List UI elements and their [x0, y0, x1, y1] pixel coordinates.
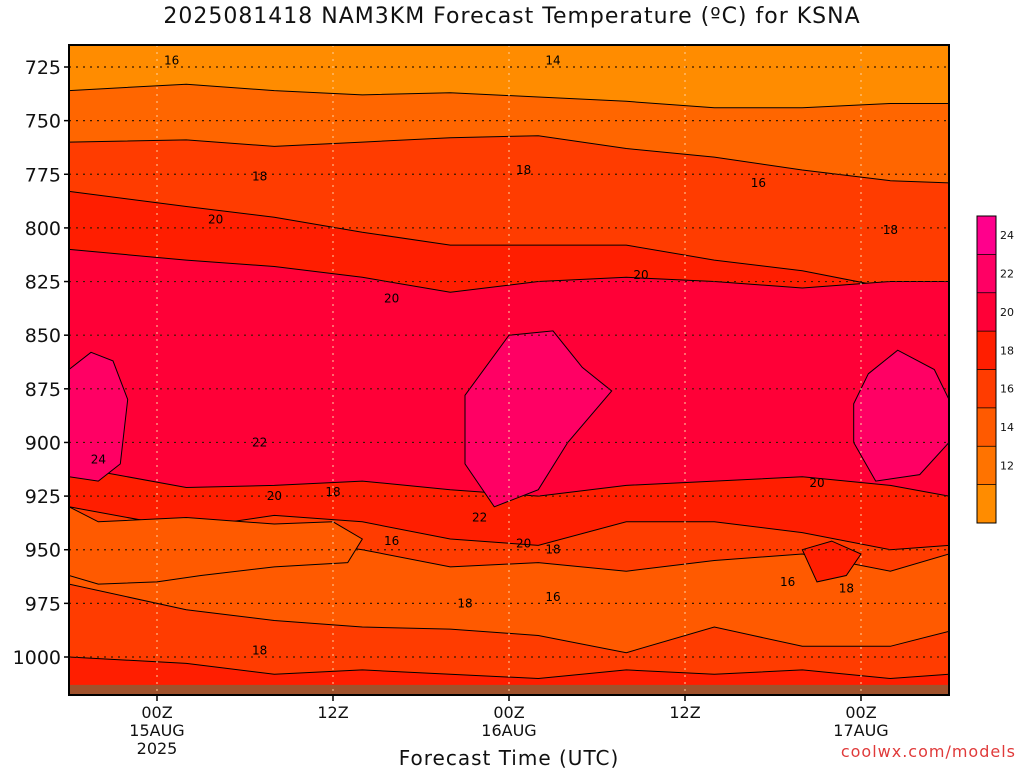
- contour-label: 20: [267, 489, 282, 503]
- contour-label: 18: [883, 223, 898, 237]
- colorbar-segment: [977, 292, 996, 332]
- y-tick-label: 1000: [13, 647, 61, 669]
- contour-label: 18: [516, 163, 531, 177]
- contour-label: 18: [839, 581, 854, 595]
- colorbar-segment: [977, 446, 996, 485]
- contour-label: 20: [384, 292, 399, 306]
- y-tick-label: 975: [25, 593, 61, 615]
- y-tick-label: 875: [25, 379, 61, 401]
- contour-label: 16: [780, 575, 795, 589]
- x-tick-year-label: 2025: [137, 739, 178, 758]
- y-tick-label: 725: [25, 57, 61, 79]
- contour-label: 14: [545, 54, 560, 68]
- contour-label: 18: [252, 644, 267, 658]
- contour-label: 16: [751, 176, 766, 190]
- y-tick-label: 825: [25, 272, 61, 294]
- x-tick-label: 12Z: [317, 703, 348, 722]
- temperature-band: [69, 584, 949, 695]
- contour-label: 20: [208, 212, 223, 226]
- contour-label: 22: [252, 435, 267, 449]
- colorbar-segment: [977, 484, 996, 523]
- colorbar-label: 12: [1000, 459, 1014, 472]
- chart-title: 2025081418 NAM3KM Forecast Temperature (…: [163, 4, 861, 29]
- contour-line: [69, 135, 949, 184]
- x-tick-label: 12Z: [669, 703, 700, 722]
- x-tick-label: 00Z: [845, 703, 876, 722]
- x-tick-label: 00Z: [141, 703, 172, 722]
- contour-label: 16: [164, 54, 179, 68]
- x-tick-date-label: 15AUG: [129, 721, 184, 740]
- plot-area: 14 16 16 18 18 18 20 20 20 20 20 20 22 22 24 18 18 18 18 18…: [69, 45, 949, 695]
- y-tick-label: 800: [25, 218, 61, 240]
- contour-label: 18: [545, 543, 560, 557]
- colorbar-label: 22: [1000, 268, 1014, 281]
- contour-line: [69, 506, 949, 551]
- colorbar-segment: [977, 369, 996, 408]
- colorbar-segment: [977, 331, 996, 370]
- colorbar-segment: [977, 407, 996, 447]
- contour-label: 18: [252, 169, 267, 183]
- contour-blob: [801, 540, 862, 583]
- source-credit[interactable]: coolwx.com/models: [840, 742, 1016, 761]
- contour-line: [69, 656, 949, 680]
- contour-blob: [853, 349, 949, 482]
- contour-line: [69, 83, 949, 109]
- y-tick-label: 775: [25, 164, 61, 186]
- y-tick-label: 850: [25, 325, 61, 347]
- contour-label: 16: [545, 590, 560, 604]
- x-tick-label: 00Z: [493, 703, 524, 722]
- y-tick-label: 900: [25, 432, 61, 454]
- y-tick-label: 950: [25, 540, 61, 562]
- contour-blob: [69, 506, 363, 585]
- contour-line: [69, 190, 949, 293]
- colorbar-label: 14: [1000, 421, 1014, 434]
- contour-blob: [464, 330, 613, 508]
- colorbar-segment: [977, 216, 996, 255]
- colorbar-label: 20: [1000, 306, 1014, 319]
- contour-label: 20: [809, 476, 824, 490]
- colorbar-label: 24: [1000, 229, 1014, 242]
- contour-line: [69, 583, 949, 654]
- x-tick-date-label: 17AUG: [833, 721, 888, 740]
- colorbar-segment: [977, 254, 996, 293]
- contour-label: 16: [384, 534, 399, 548]
- contour-label: 20: [633, 268, 648, 282]
- x-tick-date-label: 16AUG: [481, 721, 536, 740]
- contour-label: 24: [91, 453, 106, 467]
- contour-blob: [69, 351, 129, 482]
- colorbar-label: 18: [1000, 344, 1014, 357]
- y-tick-label: 925: [25, 486, 61, 508]
- contour-label: 22: [472, 511, 487, 525]
- contour-label: 20: [516, 536, 531, 550]
- contour-label: 18: [457, 596, 472, 610]
- y-tick-label: 750: [25, 111, 61, 133]
- contour-label: 18: [325, 485, 340, 499]
- colorbar-label: 16: [1000, 383, 1014, 396]
- x-axis-label: Forecast Time (UTC): [399, 746, 620, 768]
